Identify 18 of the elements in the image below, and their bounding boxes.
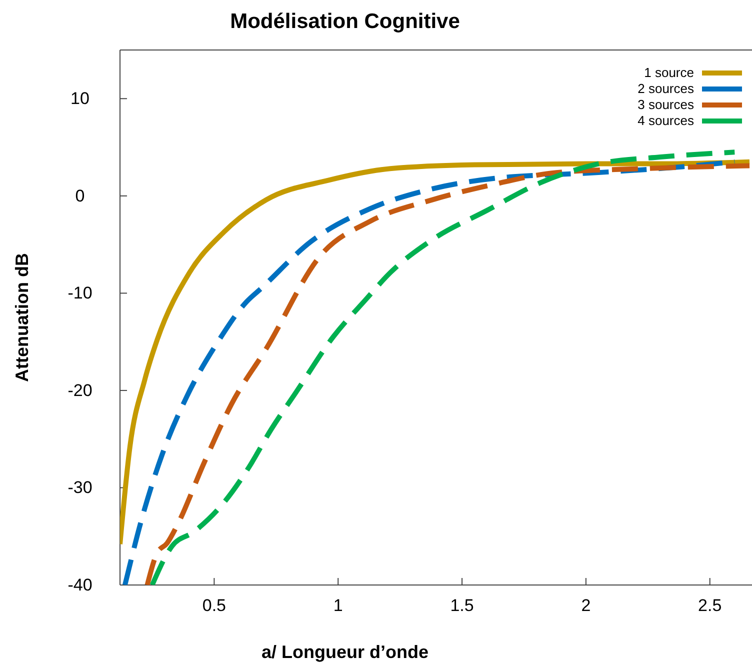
x-tick-label: 1.5: [450, 596, 474, 616]
y-tick-label: -20: [68, 380, 92, 400]
legend-label: 1 source: [644, 65, 694, 80]
x-tick-label: 1: [333, 596, 343, 616]
y-tick-label: -10: [68, 284, 92, 303]
y-tick-label: 10: [70, 89, 90, 108]
y-axis-title: Attenuation dB: [12, 253, 32, 382]
legend-label: 2 sources: [638, 81, 694, 96]
y-tick-label: -40: [68, 575, 92, 594]
x-tick-label: 2.5: [698, 596, 722, 616]
y-tick-label: -30: [68, 478, 92, 498]
chart-title: Modélisation Cognitive: [230, 10, 460, 33]
legend-label: 4 sources: [638, 113, 694, 128]
x-axis-title: a/ Longueur d’onde: [262, 642, 428, 662]
x-tick-label: 2: [581, 596, 591, 616]
x-tick-label: 0.5: [202, 596, 226, 616]
y-tick-label: 0: [75, 186, 85, 206]
legend-label: 3 sources: [638, 97, 694, 112]
